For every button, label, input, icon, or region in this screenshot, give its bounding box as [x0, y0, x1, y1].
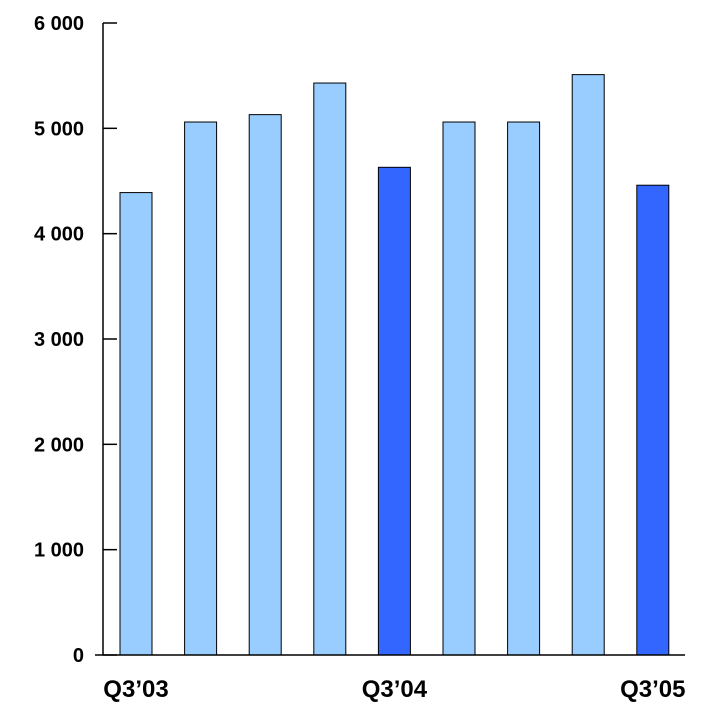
bars	[119, 74, 670, 656]
bar-9	[636, 184, 670, 656]
y-tick-label: 3 000	[34, 329, 84, 351]
bar-3	[248, 114, 282, 656]
y-tick-label: 1 000	[34, 540, 84, 562]
y-tick-label: 6 000	[34, 13, 84, 35]
bar-1	[119, 192, 153, 656]
bar-2	[184, 121, 218, 656]
bar-5	[377, 166, 411, 656]
bar-6	[442, 121, 476, 656]
y-tick-label: 4 000	[34, 224, 84, 246]
y-tick-label: 5 000	[34, 118, 84, 140]
y-tick-label: 0	[73, 645, 84, 667]
y-axis: 0 1 000 2 000 3 000 4 000 5 000 6 000	[34, 13, 117, 667]
bar-7	[507, 121, 541, 656]
x-tick-label: Q3’05	[620, 676, 685, 703]
x-tick-label: Q3’03	[103, 676, 168, 703]
x-tick-label: Q3’04	[362, 676, 428, 703]
x-axis: Q3’03 Q3’04 Q3’05	[95, 654, 685, 703]
bar-8	[571, 74, 605, 656]
bar-4	[313, 82, 347, 656]
y-tick-label: 2 000	[34, 434, 84, 456]
